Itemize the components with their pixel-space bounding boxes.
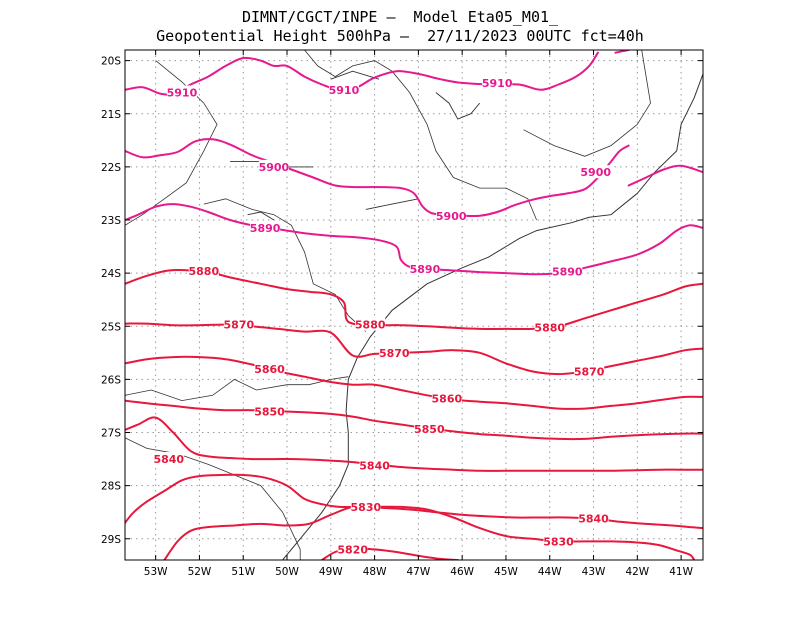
contour-label: 5840 bbox=[153, 453, 184, 466]
contour-line bbox=[125, 322, 703, 376]
contour-label-bg bbox=[350, 499, 381, 513]
lon-tick-label: 43W bbox=[582, 566, 606, 578]
contour-label-bg bbox=[254, 361, 285, 375]
contour-label: 5860 bbox=[254, 363, 285, 376]
lon-tick-label: 53W bbox=[144, 566, 168, 578]
contour-label: 5880 bbox=[534, 321, 565, 334]
lat-tick-label: 23S bbox=[101, 215, 121, 227]
contour-label: 5910 bbox=[329, 84, 360, 97]
contour-line bbox=[125, 138, 630, 218]
contour-label-bg bbox=[153, 452, 184, 466]
contour-line bbox=[125, 399, 703, 441]
map-frame bbox=[124, 49, 704, 561]
reservoir bbox=[435, 92, 481, 120]
contour-label-bg bbox=[534, 320, 565, 334]
contour-label-bg bbox=[223, 317, 254, 331]
contour-label-bg bbox=[436, 208, 467, 222]
contour-label-bg bbox=[543, 534, 574, 548]
contour-label: 5830 bbox=[543, 535, 574, 548]
lat-tick-label: 22S bbox=[101, 162, 121, 174]
contour-label-bg bbox=[552, 264, 583, 278]
lon-tick-label: 46W bbox=[450, 566, 474, 578]
contour-line bbox=[163, 505, 696, 560]
lon-tick-label: 42W bbox=[625, 566, 649, 578]
contour-label: 5900 bbox=[259, 161, 290, 174]
contour-label-bg bbox=[166, 85, 197, 99]
contour-label-bg bbox=[254, 404, 285, 418]
reservoir bbox=[247, 211, 275, 221]
map-title-line-2: Geopotential Height 500hPa – 27/11/2023 … bbox=[156, 27, 644, 45]
lat-tick-label: 27S bbox=[101, 428, 121, 440]
lon-tick-label: 45W bbox=[494, 566, 518, 578]
contour-line bbox=[321, 547, 459, 560]
contour-label-bg bbox=[337, 542, 368, 556]
reservoir bbox=[330, 70, 380, 80]
lon-tick-label: 48W bbox=[363, 566, 387, 578]
contour-label: 5910 bbox=[167, 87, 198, 100]
contour-label: 5850 bbox=[414, 423, 445, 436]
contour-label-bg bbox=[580, 165, 611, 179]
axis-labels: 20S 21S 22S 23S 24S 25S 26S 27S 28S 29S 53W 52W 51W 5… bbox=[101, 50, 703, 578]
lat-tick-label: 28S bbox=[101, 481, 121, 493]
contour-line bbox=[627, 164, 703, 187]
lon-tick-label: 41W bbox=[669, 566, 693, 578]
contour-label-bg bbox=[414, 421, 445, 435]
lon-tick-label: 49W bbox=[319, 566, 343, 578]
contour-label-bg bbox=[379, 345, 410, 359]
contour-label: 5840 bbox=[578, 513, 609, 526]
contour-label: 5860 bbox=[432, 393, 463, 406]
contour-label: 5910 bbox=[482, 77, 513, 90]
contour-label: 5830 bbox=[351, 501, 382, 514]
lon-tick-label: 51W bbox=[231, 566, 255, 578]
contour-label: 5890 bbox=[250, 222, 281, 235]
contour-label-bg bbox=[409, 261, 440, 275]
lon-tick-label: 44W bbox=[538, 566, 562, 578]
lon-tick-label: 47W bbox=[407, 566, 431, 578]
lat-tick-label: 24S bbox=[101, 268, 121, 280]
contour-label-bg bbox=[355, 317, 386, 331]
contour-label: 5880 bbox=[355, 319, 386, 332]
contour-label: 5850 bbox=[254, 405, 285, 418]
lon-tick-label: 52W bbox=[188, 566, 212, 578]
contour-label-bg bbox=[359, 458, 390, 472]
contour-line bbox=[125, 203, 703, 276]
contour-label: 5890 bbox=[552, 266, 583, 279]
lat-tick-label: 20S bbox=[101, 56, 121, 68]
state-border bbox=[203, 198, 367, 332]
lat-tick-label: 25S bbox=[101, 321, 121, 333]
lat-tick-label: 26S bbox=[101, 374, 121, 386]
contour-label: 5870 bbox=[379, 347, 410, 360]
lon-tick-label: 50W bbox=[275, 566, 299, 578]
contour-label-bg bbox=[250, 220, 281, 234]
contour-label: 5880 bbox=[189, 265, 220, 278]
state-border bbox=[523, 50, 651, 157]
contour-label-bg bbox=[258, 159, 289, 173]
contour-label-bg bbox=[578, 511, 609, 525]
contour-line bbox=[125, 355, 703, 410]
contour-label: 5870 bbox=[224, 319, 255, 332]
map-title-line-1: DIMNT/CGCT/INPE – Model Eta05_M01_ bbox=[241, 8, 559, 26]
lat-tick-label: 29S bbox=[101, 534, 121, 546]
contour-lines: 5910 5910 5910 5900 5900 5900 5890 5890 5890 5880… bbox=[125, 50, 703, 560]
contour-label: 5900 bbox=[580, 166, 611, 179]
contour-label: 5890 bbox=[410, 263, 441, 276]
state-border bbox=[125, 376, 349, 402]
contour-label-bg bbox=[188, 264, 219, 277]
reservoir bbox=[365, 198, 419, 210]
map-area bbox=[125, 50, 703, 560]
lat-tick-label: 21S bbox=[101, 109, 121, 121]
contour-label: 5900 bbox=[436, 210, 467, 223]
contour-label: 5820 bbox=[337, 543, 368, 556]
contour-label-bg bbox=[431, 391, 462, 405]
contour-label: 5870 bbox=[574, 365, 605, 378]
contour-label-bg bbox=[328, 82, 359, 96]
state-border bbox=[304, 50, 537, 221]
contour-label: 5840 bbox=[359, 459, 390, 472]
contour-label-bg bbox=[574, 364, 605, 378]
contour-label-bg bbox=[482, 75, 513, 89]
